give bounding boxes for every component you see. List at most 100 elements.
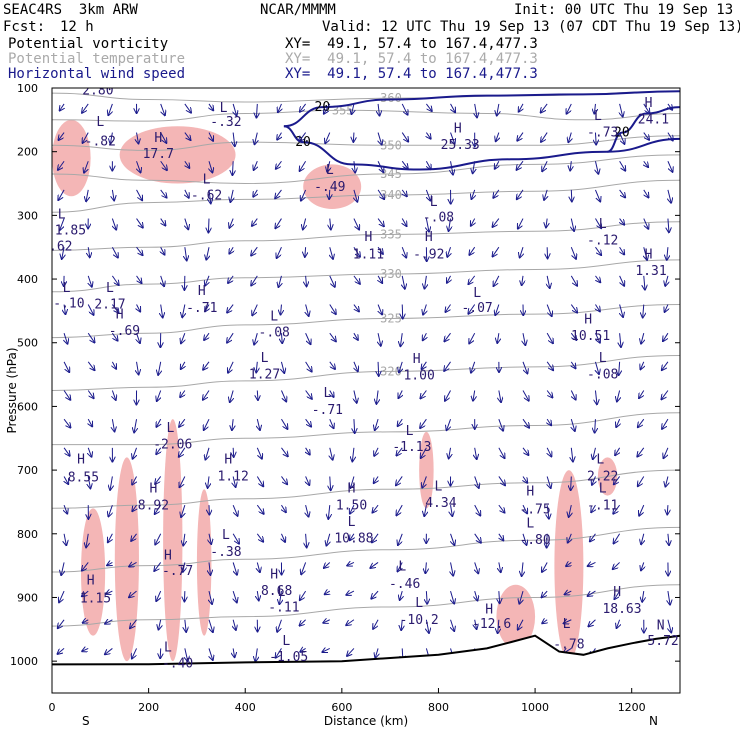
- wind-vector: [426, 132, 430, 139]
- extremum-value: 10.88: [334, 532, 373, 547]
- wind-vector: [590, 533, 596, 542]
- extremum-value: 1.50: [336, 499, 367, 514]
- wind-vector: [160, 189, 167, 198]
- wind-vector: [474, 504, 481, 515]
- wind-vector: [400, 333, 402, 346]
- wind-vector: [400, 590, 403, 600]
- field-name-theta: Potential temperature: [8, 51, 186, 67]
- extremum-marker: H: [198, 284, 206, 299]
- theta-contour: [52, 179, 680, 213]
- extremum-marker: H: [116, 308, 124, 323]
- wind-vector: [157, 390, 161, 402]
- wind-vector: [160, 160, 167, 170]
- wind-vector: [136, 275, 142, 283]
- wind-vector: [278, 275, 281, 287]
- wind-vector: [329, 361, 335, 369]
- wind-vector: [154, 562, 162, 571]
- pv-region: [119, 126, 236, 184]
- wind-vector: [161, 275, 164, 286]
- wind-vector: [667, 505, 668, 514]
- wind-vector: [301, 189, 307, 201]
- wind-vector: [641, 533, 644, 544]
- wind-vector: [423, 332, 427, 340]
- wind-vector: [183, 533, 185, 546]
- wind-vector: [62, 247, 64, 259]
- wind-vector: [82, 590, 89, 596]
- wind-vector: [475, 590, 478, 600]
- wind-vector: [541, 132, 548, 142]
- extremum-value: 2.17: [94, 297, 125, 312]
- wind-vector: [256, 476, 263, 486]
- wind-vector: [275, 218, 282, 229]
- wind-vector: [252, 218, 258, 226]
- wind-vector: [354, 419, 355, 433]
- wind-vector: [644, 247, 647, 260]
- wind-vector: [372, 533, 379, 543]
- wind-vector: [567, 103, 572, 114]
- wind-vector: [494, 275, 500, 286]
- wind-vector: [180, 390, 185, 398]
- wind-vector: [378, 304, 382, 315]
- x-end-label-south: S: [82, 714, 90, 728]
- wind-vector: [402, 218, 406, 226]
- y-tick-label: 200: [17, 146, 38, 159]
- wind-vector: [614, 476, 621, 484]
- theta-contour: [52, 154, 680, 185]
- wind-vector: [136, 189, 143, 200]
- wind-vector: [665, 304, 668, 312]
- wind-vector: [253, 189, 257, 197]
- wind-vector: [662, 418, 669, 429]
- wind-vector: [497, 103, 499, 116]
- wind-vector: [469, 246, 476, 255]
- wind-vector: [371, 590, 379, 599]
- wind-vector: [517, 189, 524, 199]
- wind-vector: [571, 218, 574, 231]
- wind-vector: [426, 591, 427, 604]
- wind-vector: [444, 332, 451, 341]
- wind-vector: [299, 132, 307, 142]
- wind-vector: [112, 419, 114, 431]
- y-axis-label: Pressure (hPa): [5, 347, 19, 433]
- wind-vector: [305, 361, 312, 372]
- wind-vector: [83, 620, 89, 623]
- theta-contour: [52, 259, 680, 293]
- extremum-marker: L: [435, 479, 443, 494]
- wind-vector: [546, 361, 553, 370]
- wind-vector: [112, 390, 115, 400]
- wind-vector: [132, 648, 137, 658]
- wind-vector: [129, 590, 137, 597]
- extremum-value: -.92: [413, 248, 444, 263]
- extremum-value: -.11: [268, 600, 299, 615]
- wind-vector: [468, 275, 476, 284]
- pv-region: [554, 470, 584, 662]
- wind-vector: [396, 476, 403, 485]
- extremum-value: -.75: [519, 502, 550, 517]
- wind-vector: [324, 103, 331, 114]
- wind-vector: [547, 505, 549, 519]
- wind-vector: [523, 504, 527, 513]
- extremum-value: 1.27: [249, 367, 280, 382]
- plot-frame: [51, 87, 681, 694]
- wind-vector: [595, 275, 600, 282]
- wind-vector: [209, 648, 213, 660]
- wind-vector: [155, 533, 162, 545]
- wind-vector: [377, 218, 384, 227]
- pv-region: [163, 419, 183, 662]
- wind-vector: [353, 275, 360, 284]
- wind-vector: [306, 275, 307, 286]
- wind-vector: [592, 476, 596, 484]
- wind-vector: [161, 246, 165, 254]
- wind-vector: [111, 275, 118, 285]
- wind-vector: [209, 132, 213, 141]
- extremum-marker: L: [473, 286, 481, 301]
- wind-vector: [64, 304, 65, 315]
- wind-vector: [185, 189, 189, 198]
- wind-vector: [378, 333, 381, 346]
- extremum-marker: H: [413, 352, 421, 367]
- wind-vector: [137, 161, 141, 172]
- wind-vector: [58, 132, 65, 140]
- extremum-marker: H: [645, 96, 653, 111]
- forecast-value: 12 h: [60, 19, 94, 35]
- wind-vector: [396, 504, 403, 515]
- wind-vector: [498, 476, 505, 485]
